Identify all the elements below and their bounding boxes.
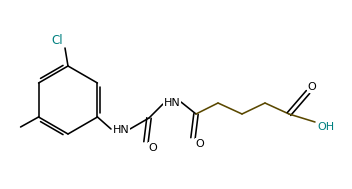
Text: O: O	[196, 139, 205, 149]
Text: HN: HN	[164, 98, 180, 108]
Text: HN: HN	[113, 125, 130, 135]
Text: O: O	[149, 143, 157, 153]
Text: OH: OH	[318, 122, 334, 132]
Text: O: O	[308, 82, 316, 92]
Text: Cl: Cl	[51, 35, 63, 47]
